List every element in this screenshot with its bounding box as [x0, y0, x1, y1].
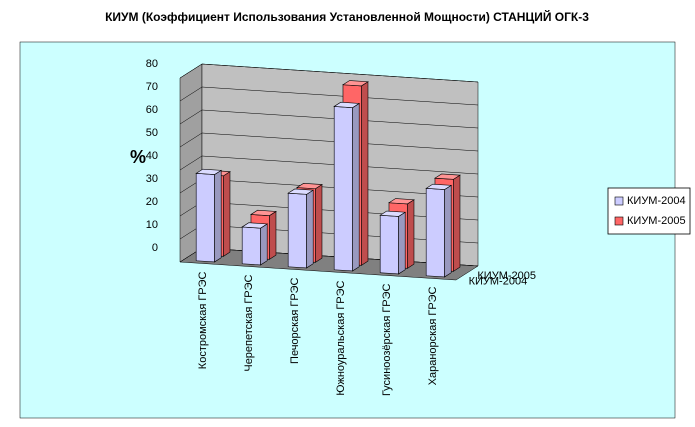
y-tick-label: 80: [146, 58, 158, 70]
bar-front: [333, 106, 353, 272]
grid-line: [179, 155, 479, 175]
bar-top: [342, 80, 369, 87]
x-tick-label: Черепетская ГРЭС: [243, 274, 255, 371]
x-tick-label: Южноуральская ГРЭС: [335, 280, 347, 395]
bar-front: [287, 192, 307, 269]
bar-top: [333, 101, 361, 108]
bar-side: [223, 171, 231, 257]
bar-top: [434, 173, 461, 180]
bar-top: [425, 183, 453, 190]
depth-axis-label: КИУМ-2004: [469, 276, 528, 288]
y-tick-label: 30: [146, 173, 158, 185]
bar-front: [425, 188, 445, 278]
legend: [607, 187, 691, 235]
y-axis-label: %: [130, 147, 146, 167]
x-tick-label: Костромская ГРЭС: [197, 271, 209, 369]
bar-side: [306, 189, 314, 269]
y-tick-label: 70: [146, 81, 158, 93]
bar-top: [388, 198, 415, 205]
grid-line: [179, 132, 479, 152]
y-tick-label: 50: [146, 127, 158, 139]
x-tick-label: Гусиноозёрская ГРЭС: [381, 283, 393, 396]
y-tick-label: 40: [146, 150, 158, 162]
bar-top: [195, 168, 223, 175]
grid-line: [179, 63, 479, 83]
bar-side: [444, 184, 452, 278]
bar-top: [296, 183, 323, 190]
bar-top: [241, 222, 269, 229]
bar-side: [260, 223, 268, 266]
y-tick-label: 20: [146, 196, 158, 208]
bar-top: [250, 209, 277, 216]
grid-line: [179, 109, 479, 129]
bar-side: [214, 169, 222, 263]
bar-top: [379, 210, 407, 217]
bar-side: [361, 81, 369, 266]
bar-front: [379, 214, 399, 275]
legend-swatch: [614, 196, 624, 206]
y-tick-label: 0: [152, 242, 158, 254]
bar-side: [352, 102, 360, 272]
y-tick-label: 60: [146, 104, 158, 116]
bar-top: [287, 188, 315, 195]
bar-side: [398, 211, 406, 275]
y-tick-label: 10: [146, 219, 158, 231]
chart-title: КИУМ (Коэффициент Использования Установл…: [105, 9, 589, 24]
bar-side: [315, 183, 323, 263]
bar-front: [241, 226, 261, 266]
grid-line: [179, 86, 479, 106]
x-tick-label: Харанорская ГРЭС: [427, 286, 439, 385]
legend-label: КИУМ-2004: [627, 195, 686, 207]
depth-axis-label: КИУМ-2005: [477, 270, 536, 282]
legend-label: КИУМ-2005: [627, 215, 686, 227]
legend-swatch: [614, 216, 624, 226]
x-tick-label: Печорская ГРЭС: [289, 277, 301, 364]
bar-front: [195, 173, 215, 263]
bar-side: [407, 199, 415, 269]
bar-side: [269, 210, 277, 260]
bar-side: [453, 174, 461, 272]
